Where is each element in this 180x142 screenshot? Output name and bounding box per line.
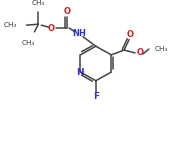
Text: CH₃: CH₃ [22, 40, 35, 46]
Text: NH: NH [72, 29, 86, 38]
Text: O: O [64, 7, 71, 16]
Text: CH₃: CH₃ [3, 22, 17, 28]
Text: N: N [76, 68, 84, 77]
Text: CH₃: CH₃ [155, 46, 168, 52]
Text: O: O [127, 30, 134, 39]
Text: O: O [48, 24, 55, 33]
Text: CH₃: CH₃ [32, 0, 45, 6]
Text: O: O [136, 48, 143, 57]
Text: F: F [93, 92, 99, 102]
